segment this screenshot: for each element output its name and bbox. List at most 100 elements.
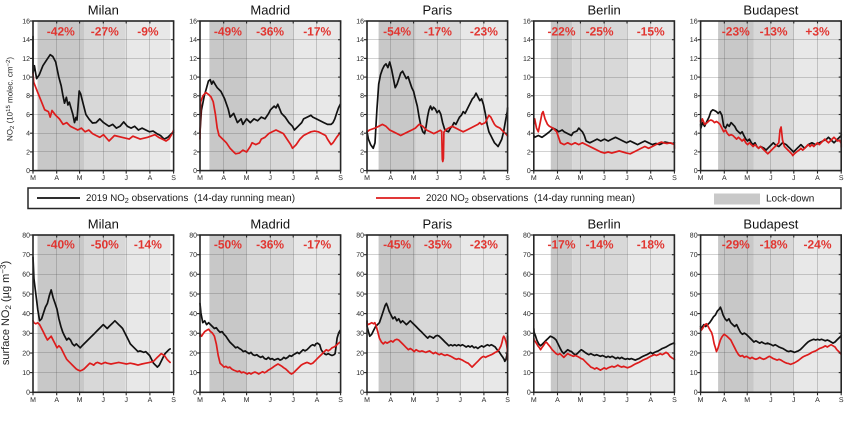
svg-text:14: 14 bbox=[690, 37, 698, 44]
svg-text:16: 16 bbox=[189, 18, 197, 25]
svg-text:S: S bbox=[672, 175, 677, 182]
svg-text:2: 2 bbox=[694, 149, 698, 156]
svg-text:A: A bbox=[482, 397, 487, 404]
svg-text:2019 NO2 observations (14-day: 2019 NO2 observations (14-day running me… bbox=[86, 193, 295, 205]
svg-text:20: 20 bbox=[356, 350, 364, 357]
svg-text:10: 10 bbox=[356, 75, 364, 82]
svg-text:4: 4 bbox=[193, 131, 197, 138]
svg-text:-27%: -27% bbox=[91, 25, 119, 39]
svg-text:40: 40 bbox=[690, 311, 698, 318]
svg-text:J: J bbox=[436, 397, 440, 404]
svg-text:40: 40 bbox=[22, 311, 30, 318]
svg-text:J: J bbox=[436, 175, 440, 182]
svg-text:8: 8 bbox=[193, 93, 197, 100]
svg-text:Paris: Paris bbox=[422, 3, 452, 18]
svg-text:surface NO2 (µg m−3): surface NO2 (µg m−3) bbox=[0, 261, 13, 365]
svg-text:-17%: -17% bbox=[547, 238, 575, 252]
svg-text:30: 30 bbox=[523, 331, 531, 338]
svg-text:16: 16 bbox=[690, 18, 698, 25]
svg-text:M: M bbox=[577, 397, 583, 404]
svg-text:4: 4 bbox=[26, 131, 30, 138]
svg-text:70: 70 bbox=[189, 252, 197, 259]
svg-text:S: S bbox=[171, 175, 176, 182]
svg-text:6: 6 bbox=[193, 112, 197, 119]
svg-text:M: M bbox=[364, 397, 370, 404]
svg-text:-15%: -15% bbox=[637, 25, 665, 39]
svg-text:M: M bbox=[411, 397, 417, 404]
svg-text:8: 8 bbox=[26, 93, 30, 100]
svg-text:-13%: -13% bbox=[760, 25, 788, 39]
svg-text:A: A bbox=[815, 397, 820, 404]
svg-text:40: 40 bbox=[356, 311, 364, 318]
svg-text:20: 20 bbox=[189, 350, 197, 357]
svg-text:10: 10 bbox=[22, 75, 30, 82]
svg-text:8: 8 bbox=[694, 93, 698, 100]
svg-text:M: M bbox=[244, 175, 250, 182]
svg-text:M: M bbox=[30, 397, 36, 404]
svg-text:-23%: -23% bbox=[722, 25, 750, 39]
svg-text:-17%: -17% bbox=[424, 25, 452, 39]
svg-text:A: A bbox=[221, 175, 226, 182]
svg-text:2: 2 bbox=[360, 149, 364, 156]
svg-text:-36%: -36% bbox=[256, 238, 284, 252]
svg-text:-17%: -17% bbox=[303, 25, 331, 39]
svg-text:S: S bbox=[839, 175, 844, 182]
svg-text:4: 4 bbox=[360, 131, 364, 138]
svg-text:-49%: -49% bbox=[214, 25, 242, 39]
svg-text:0: 0 bbox=[694, 390, 698, 397]
svg-text:60: 60 bbox=[356, 272, 364, 279]
svg-text:50: 50 bbox=[523, 291, 531, 298]
svg-text:14: 14 bbox=[523, 37, 531, 44]
svg-text:-36%: -36% bbox=[256, 25, 284, 39]
svg-text:12: 12 bbox=[22, 56, 30, 63]
svg-text:2: 2 bbox=[26, 149, 30, 156]
svg-text:J: J bbox=[291, 397, 295, 404]
svg-text:0: 0 bbox=[193, 390, 197, 397]
svg-text:80: 80 bbox=[523, 232, 531, 239]
svg-text:J: J bbox=[269, 175, 273, 182]
svg-text:J: J bbox=[102, 175, 106, 182]
svg-text:12: 12 bbox=[189, 56, 197, 63]
svg-text:M: M bbox=[197, 397, 203, 404]
svg-text:M: M bbox=[244, 397, 250, 404]
svg-text:A: A bbox=[722, 175, 727, 182]
svg-text:10: 10 bbox=[523, 370, 531, 377]
svg-text:Madrid: Madrid bbox=[250, 217, 290, 232]
svg-text:Madrid: Madrid bbox=[250, 3, 290, 18]
svg-text:A: A bbox=[148, 175, 153, 182]
svg-text:60: 60 bbox=[22, 272, 30, 279]
svg-text:J: J bbox=[124, 397, 128, 404]
svg-text:J: J bbox=[602, 397, 606, 404]
svg-text:4: 4 bbox=[694, 131, 698, 138]
svg-text:-45%: -45% bbox=[383, 238, 411, 252]
svg-text:A: A bbox=[315, 397, 320, 404]
svg-text:40: 40 bbox=[189, 311, 197, 318]
svg-text:20: 20 bbox=[22, 350, 30, 357]
svg-text:12: 12 bbox=[523, 56, 531, 63]
svg-text:60: 60 bbox=[189, 272, 197, 279]
svg-text:16: 16 bbox=[356, 18, 364, 25]
svg-text:A: A bbox=[482, 175, 487, 182]
svg-text:0: 0 bbox=[26, 168, 30, 175]
svg-text:8: 8 bbox=[360, 93, 364, 100]
svg-text:0: 0 bbox=[26, 390, 30, 397]
svg-text:J: J bbox=[458, 397, 462, 404]
svg-text:30: 30 bbox=[189, 331, 197, 338]
svg-text:Milan: Milan bbox=[88, 217, 119, 232]
svg-text:60: 60 bbox=[690, 272, 698, 279]
svg-text:8: 8 bbox=[527, 93, 531, 100]
svg-text:J: J bbox=[792, 175, 796, 182]
svg-text:30: 30 bbox=[690, 331, 698, 338]
svg-text:M: M bbox=[411, 175, 417, 182]
svg-text:A: A bbox=[648, 175, 653, 182]
svg-text:J: J bbox=[769, 175, 773, 182]
svg-text:J: J bbox=[602, 175, 606, 182]
svg-text:M: M bbox=[744, 175, 750, 182]
svg-text:0: 0 bbox=[193, 168, 197, 175]
svg-text:-22%: -22% bbox=[547, 25, 575, 39]
svg-text:A: A bbox=[815, 175, 820, 182]
svg-text:6: 6 bbox=[527, 112, 531, 119]
svg-text:J: J bbox=[625, 175, 629, 182]
svg-text:S: S bbox=[505, 397, 510, 404]
svg-text:M: M bbox=[77, 397, 83, 404]
